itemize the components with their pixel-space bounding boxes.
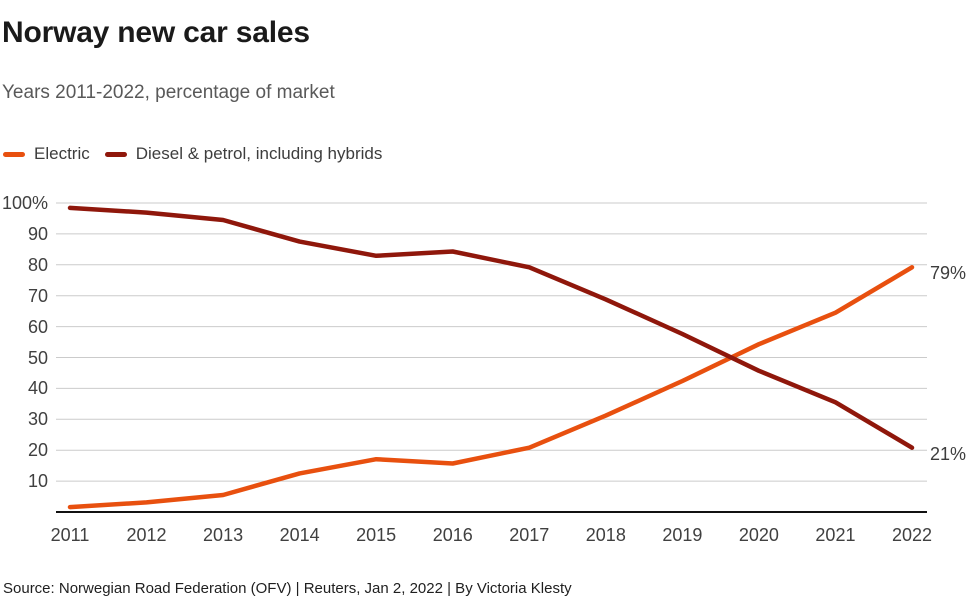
- x-tick-label: 2022: [891, 525, 933, 545]
- x-tick-label: 2012: [126, 525, 167, 545]
- y-tick-label: 80: [27, 254, 48, 275]
- x-tick-label: 2016: [432, 525, 473, 545]
- x-tick-label: 2021: [815, 525, 856, 545]
- legend-item-diesel-petrol: Diesel & petrol, including hybrids: [104, 144, 383, 164]
- x-tick-label: 2017: [509, 525, 550, 545]
- y-tick-label: 70: [27, 285, 48, 306]
- y-tick-label: 100%: [1, 193, 48, 213]
- x-tick-label: 2020: [738, 525, 779, 545]
- x-tick-label: 2011: [50, 525, 90, 545]
- legend-label-diesel-petrol: Diesel & petrol, including hybrids: [135, 144, 383, 163]
- chart-title: Norway new car sales: [2, 16, 310, 49]
- end-label-21pct: 21%: [930, 443, 967, 464]
- y-tick-label: 50: [27, 347, 48, 368]
- end-label-79pct: 79%: [930, 263, 967, 284]
- legend-label-electric: Electric: [34, 144, 90, 163]
- x-tick-label: 2018: [585, 525, 626, 545]
- x-tick-label: 2014: [279, 525, 320, 545]
- series-line-electric: [67, 265, 915, 510]
- y-tick-label: 40: [27, 378, 48, 399]
- electric-line-swatch: [3, 151, 25, 157]
- y-tick-label: 10: [27, 471, 48, 492]
- y-tick-label: 90: [27, 223, 48, 244]
- y-tick-label: 30: [27, 409, 48, 430]
- chart-subtitle: Years 2011-2022, percentage of market: [2, 82, 335, 103]
- series-line-diesel-petrol-including-hybrids: [67, 205, 915, 450]
- legend-item-electric: Electric: [3, 144, 90, 164]
- diesel-petrol-line-swatch: [104, 151, 127, 157]
- chart-legend: Electric Diesel & petrol, including hybr…: [3, 144, 382, 164]
- y-tick-label: 60: [27, 316, 48, 337]
- y-tick-label: 20: [27, 440, 48, 461]
- x-tick-label: 2015: [356, 525, 397, 545]
- source-attribution: Source: Norwegian Road Federation (OFV) …: [3, 580, 572, 597]
- x-tick-label: 2019: [662, 525, 703, 545]
- x-tick-label: 2013: [203, 525, 244, 545]
